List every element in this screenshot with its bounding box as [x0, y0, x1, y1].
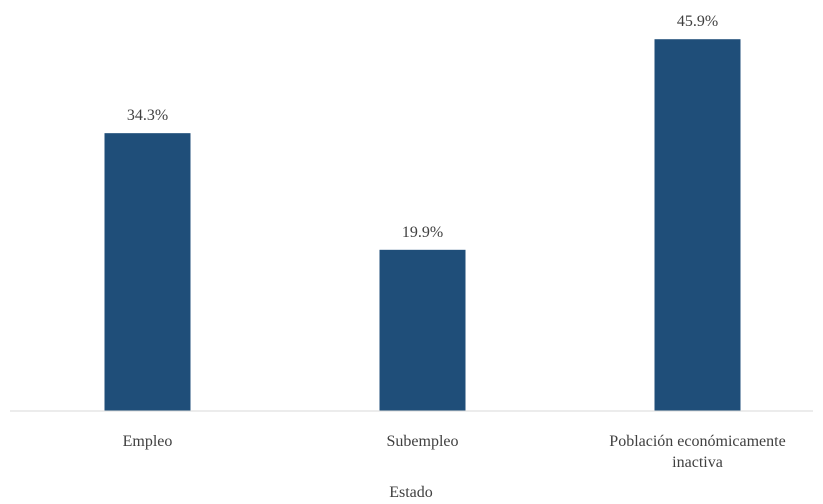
bars-group — [104, 39, 741, 412]
x-axis-title: Estado — [389, 484, 433, 501]
bar-0 — [104, 133, 191, 412]
data-label-2: 45.9% — [677, 13, 718, 30]
category-label-2: Población económicamente inactiva — [609, 433, 785, 471]
category-label-0: Empleo — [123, 433, 173, 450]
data-labels-group: 34.3% 19.9% 45.9% — [127, 13, 718, 241]
category-labels-group: Empleo Subempleo Población económicamente i… — [123, 433, 786, 471]
bar-1 — [379, 249, 466, 411]
data-label-0: 34.3% — [127, 107, 168, 124]
data-label-1: 19.9% — [402, 224, 443, 241]
category-label-1: Subempleo — [387, 433, 459, 450]
bar-2 — [654, 39, 741, 412]
